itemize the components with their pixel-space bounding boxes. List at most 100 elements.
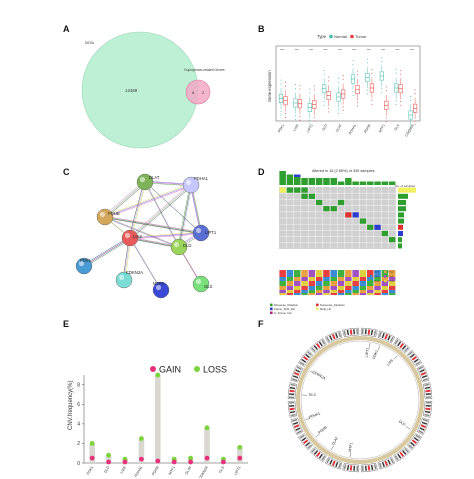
outlier-point — [385, 86, 387, 88]
panel-b-label: B — [258, 24, 265, 34]
chromosome-stripe — [289, 396, 295, 399]
network-edge — [179, 185, 193, 248]
chromosome-stripe — [401, 345, 407, 350]
snv-bar — [323, 290, 330, 293]
outlier-point — [381, 57, 383, 59]
mutation-legend-label: Nonsense_Mutation — [320, 303, 345, 307]
network-edge — [104, 181, 146, 218]
top-bar — [308, 178, 316, 185]
outlier-point — [299, 88, 301, 90]
snv-bar — [315, 270, 323, 277]
snv-bar — [337, 270, 345, 277]
snv-bar — [388, 286, 396, 290]
gain-point — [89, 455, 95, 461]
top-bar — [337, 181, 345, 185]
centromere-mark — [331, 334, 336, 340]
chromosome-stripe — [291, 378, 298, 382]
network-edge — [129, 237, 180, 248]
cnv-range-bar — [155, 375, 161, 463]
top-bar — [367, 181, 374, 185]
oncoplot: Altered in 16 (2.85%) of 339 samples No.… — [270, 169, 416, 314]
significance-label: **** — [280, 48, 284, 52]
snv-bar — [367, 281, 374, 286]
outlier-point — [285, 113, 286, 114]
chromosome-stripe — [413, 358, 419, 363]
centromere-mark — [420, 371, 426, 376]
cnv-y-axis-label: CNV.frequency(%) — [68, 381, 74, 430]
legend-loss-label: LOSS — [203, 365, 227, 375]
chromosome-stripe — [318, 341, 323, 347]
centromere-mark — [349, 465, 353, 471]
network-edge — [84, 238, 132, 268]
mutation-cell — [308, 193, 315, 199]
outlier-point — [366, 89, 368, 91]
x-tick-label: PDHA1 — [134, 465, 143, 477]
snv-bar — [308, 290, 316, 293]
y-tick-label: 6 — [77, 402, 80, 408]
chromosome-stripe — [404, 447, 409, 453]
snv-bar — [323, 293, 330, 295]
outlier-point — [328, 80, 330, 82]
side-bar — [398, 200, 406, 205]
outlier-point — [366, 93, 368, 95]
snv-bar — [374, 290, 381, 293]
snv-legend-label: C>G — [374, 275, 380, 279]
x-tick-label: DLAT — [335, 124, 343, 133]
snv-bar — [308, 286, 316, 290]
node-label: PDHA1 — [194, 176, 209, 181]
venn-right-only-count: 2 — [202, 90, 205, 95]
legend-gain-marker — [150, 366, 156, 372]
chromosome-stripe — [390, 458, 394, 464]
chromosome-stripe — [313, 345, 318, 351]
centromere-mark — [349, 329, 353, 335]
snv-bar — [337, 290, 345, 293]
outlier-point — [410, 131, 412, 132]
node-label: PDK1 — [80, 258, 92, 263]
chromosome-stripe — [370, 329, 374, 336]
chromosome-stripe — [311, 448, 316, 453]
chromosome-stripe — [321, 339, 326, 345]
node-label: DLAT — [149, 175, 160, 180]
top-bar — [381, 181, 389, 185]
gene-tick — [315, 433, 320, 438]
snv-bar — [330, 290, 337, 293]
snv-legend-swatch — [370, 279, 373, 283]
network-edge — [129, 232, 202, 239]
gene-label: DLD — [398, 420, 407, 427]
chromosome-stripe — [404, 347, 409, 352]
outlier-point — [294, 115, 296, 117]
gene-label: PDK1 — [372, 349, 379, 359]
outlier-point — [400, 73, 402, 75]
chromosome-stripe — [424, 386, 431, 390]
snv-bar — [345, 293, 352, 295]
outlier-point — [352, 60, 354, 62]
chromosome-stripe — [321, 455, 326, 461]
snv-bar — [381, 270, 389, 277]
x-tick-label: PDHB — [151, 465, 160, 476]
outlier-point — [414, 93, 416, 95]
outlier-point — [285, 85, 286, 87]
chromosome-stripe — [415, 361, 421, 366]
snv-bar — [345, 286, 352, 290]
network-edge — [105, 185, 192, 219]
snv-bar — [315, 277, 323, 281]
chromosome-stripe — [425, 404, 431, 407]
outlier-point — [352, 91, 354, 93]
x-tick-label: DLD — [321, 123, 328, 131]
snv-bar — [388, 270, 396, 277]
gene-label: LIPT1 — [365, 347, 371, 357]
node-label: PDHB — [108, 211, 120, 216]
chromosome-stripe — [373, 330, 377, 336]
chromosome-stripe — [402, 449, 407, 455]
snv-bar — [294, 290, 301, 293]
top-bar — [388, 181, 396, 185]
outlier-point — [342, 78, 344, 80]
snv-bar — [315, 286, 323, 290]
network-edge — [104, 184, 192, 218]
chromosome-stripe — [335, 461, 339, 468]
side-bar — [398, 193, 408, 199]
panel-d-label: D — [258, 167, 265, 177]
mutation-legend-label: Frame_Shift_Del — [274, 307, 295, 311]
top-bar — [323, 178, 330, 185]
outlier-point — [410, 99, 412, 101]
